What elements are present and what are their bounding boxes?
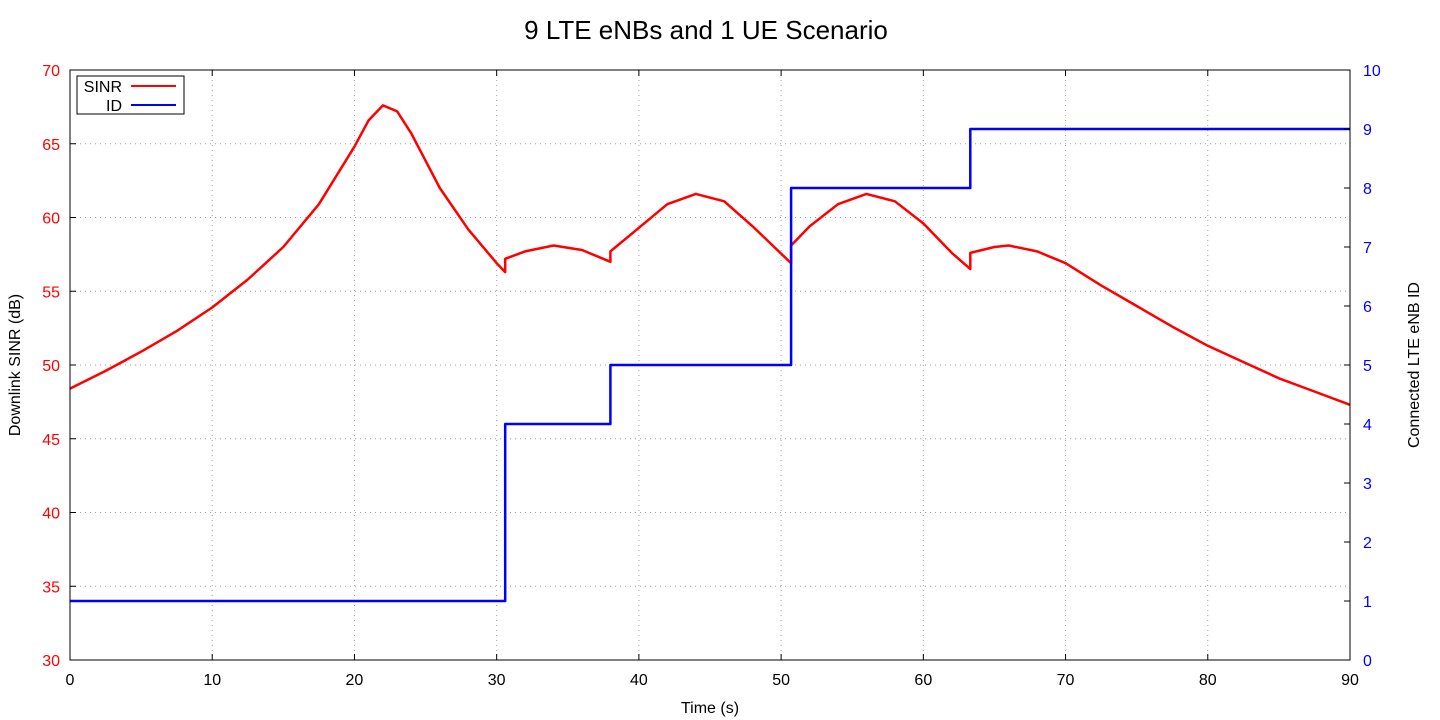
y-right-tick-label: 7	[1363, 240, 1372, 257]
x-tick-label: 0	[66, 672, 75, 689]
y-left-tick-label: 45	[42, 432, 60, 449]
y-left-tick-label: 35	[42, 579, 60, 596]
x-tick-label: 10	[203, 672, 221, 689]
y-right-tick-label: 1	[1363, 594, 1372, 611]
y-axis-right-label: Connected LTE eNB ID	[1406, 282, 1423, 448]
y-left-tick-label: 70	[42, 63, 60, 80]
y-left-tick-label: 55	[42, 284, 60, 301]
y-right-tick-label: 4	[1363, 417, 1372, 434]
x-axis-label: Time (s)	[681, 700, 739, 717]
y-right-tick-label: 0	[1363, 653, 1372, 670]
y-right-tick-label: 2	[1363, 535, 1372, 552]
x-tick-label: 90	[1341, 672, 1359, 689]
y-right-tick-label: 10	[1363, 63, 1381, 80]
y-left-tick-label: 30	[42, 653, 60, 670]
y-left-tick-label: 65	[42, 137, 60, 154]
x-tick-label: 50	[772, 672, 790, 689]
y-right-tick-label: 6	[1363, 299, 1372, 316]
series-layer	[69, 104, 1351, 603]
y-left-tick-label: 50	[42, 358, 60, 375]
x-tick-label: 70	[1057, 672, 1075, 689]
y-left-tick-label: 40	[42, 506, 60, 523]
y-axis-left-label: Downlink SINR (dB)	[7, 294, 24, 436]
y-left-tick-label: 60	[42, 211, 60, 228]
x-tick-label: 60	[914, 672, 932, 689]
y-right-tick-label: 8	[1363, 181, 1372, 198]
y-right-tick-label: 5	[1363, 358, 1372, 375]
x-tick-label: 80	[1199, 672, 1217, 689]
y-right-tick-label: 9	[1363, 122, 1372, 139]
x-tick-label: 20	[346, 672, 364, 689]
series-line-sinr	[69, 104, 1351, 406]
ticks: 0 10 20 30 40 50 60 70 80 90303540455055606570012…	[42, 63, 1381, 689]
x-tick-label: 40	[630, 672, 648, 689]
y-right-tick-label: 3	[1363, 476, 1372, 493]
chart-title: 9 LTE eNBs and 1 UE Scenario	[524, 15, 888, 45]
legend: SINR ID	[76, 75, 185, 115]
x-tick-label: 30	[488, 672, 506, 689]
legend-label-id: ID	[106, 98, 122, 115]
series-line-id	[70, 127, 1350, 603]
legend-label-sinr: SINR	[84, 79, 122, 96]
legend-box	[76, 75, 185, 115]
